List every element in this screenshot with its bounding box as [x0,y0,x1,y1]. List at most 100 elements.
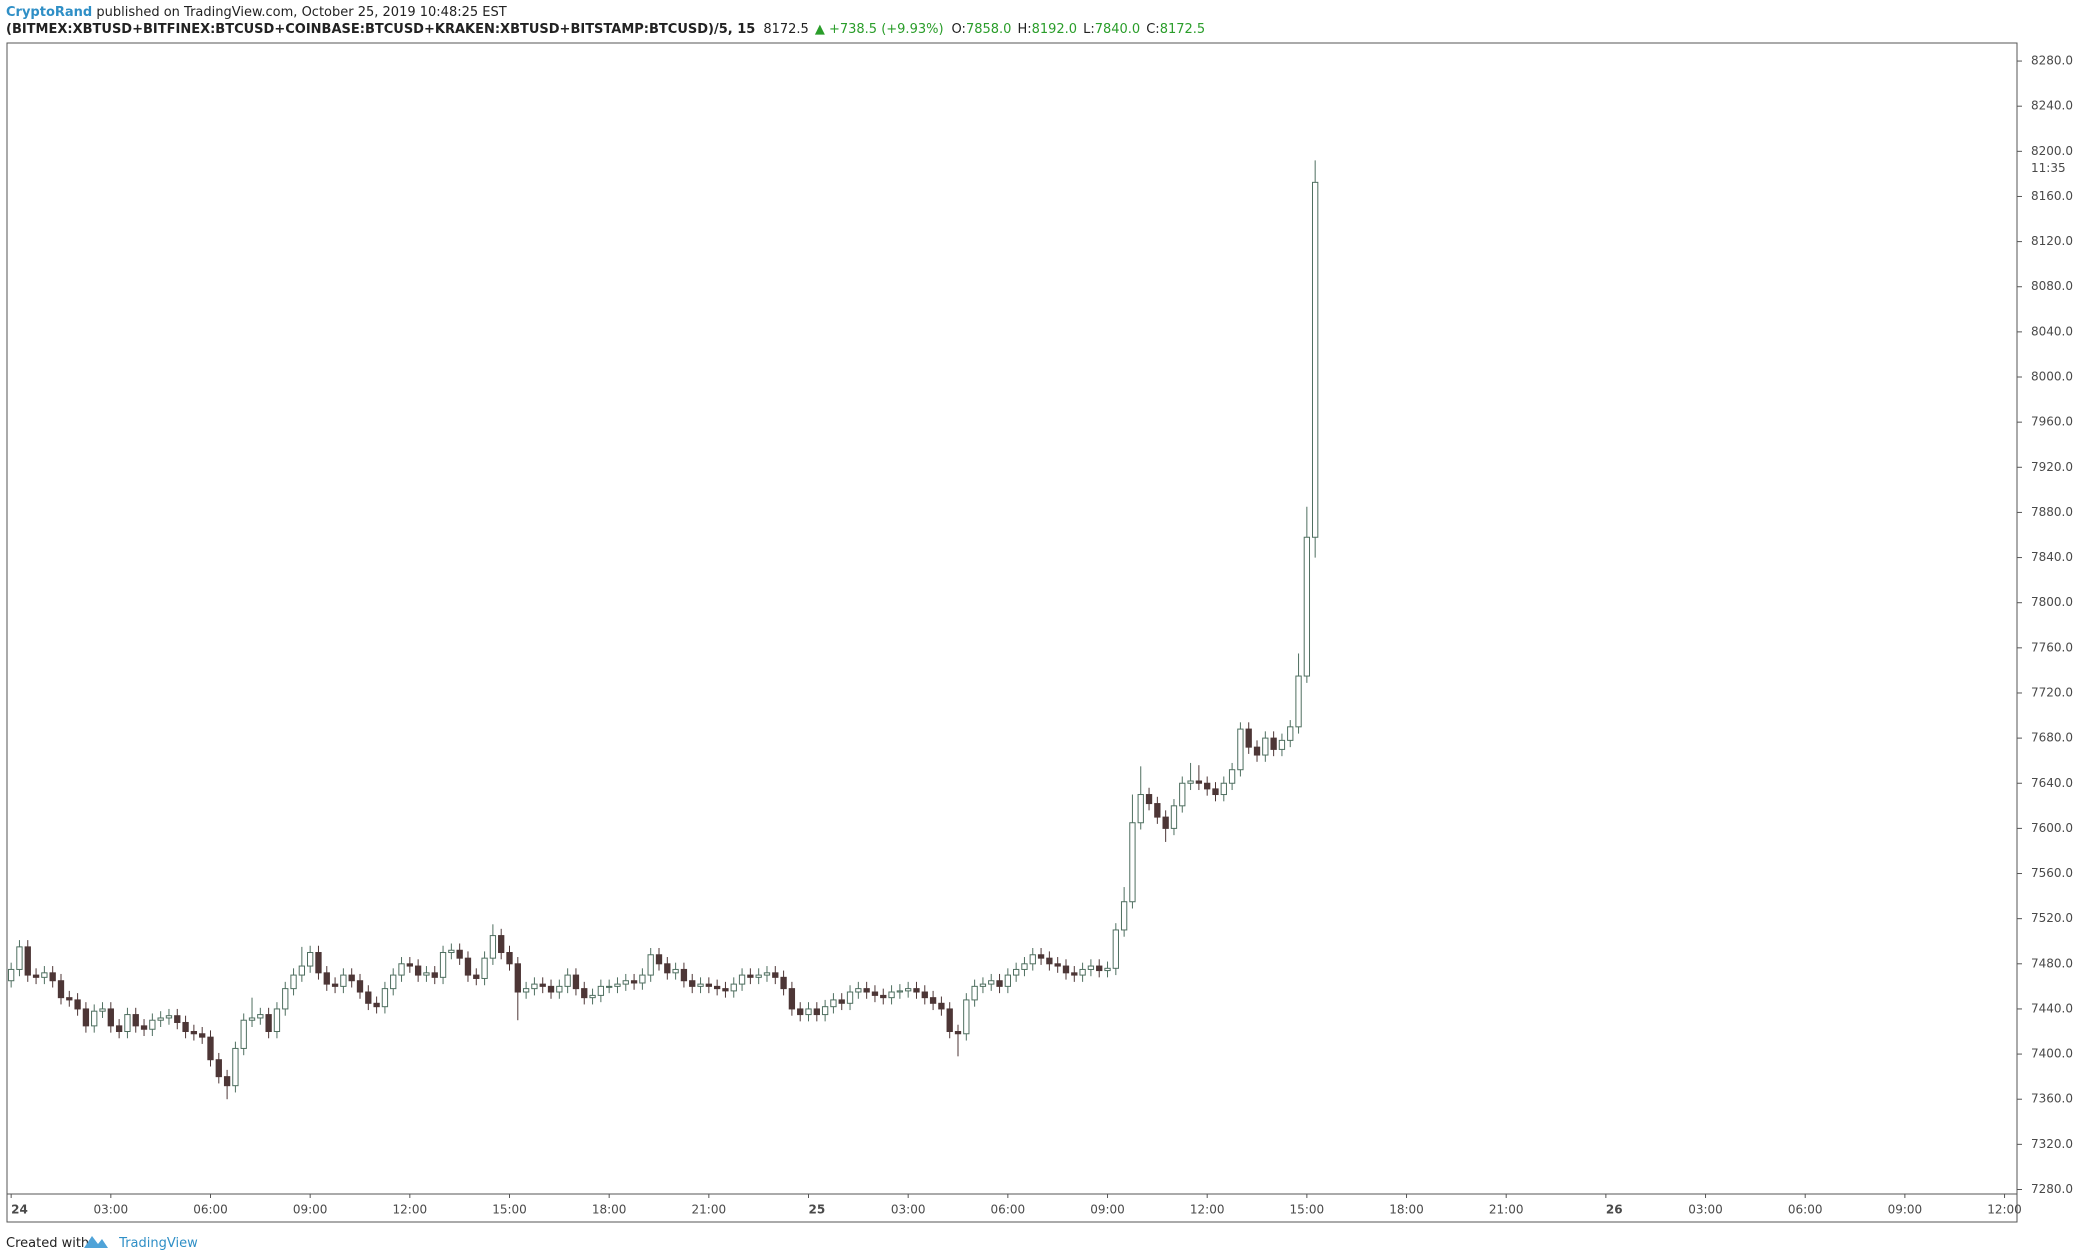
symbol-line: (BITMEX:XBTUSD+BITFINEX:BTCUSD+COINBASE:… [6,22,1205,37]
y-tick-label: 7640.0 [2031,776,2073,790]
candle-body [1303,536,1311,677]
candle-body [522,988,530,993]
candle-body [830,999,837,1008]
candle-body [971,985,978,1001]
candle-body [846,991,854,1004]
candle-body [1104,967,1111,972]
candle-body [913,988,920,993]
candle-body [1170,805,1178,829]
candle-body [390,974,397,990]
candle-body [680,968,688,982]
x-tick-label: 21:00 [692,1203,727,1217]
candle-body [290,974,297,990]
y-tick-label: 8280.0 [2031,54,2073,68]
candle-body [115,1025,123,1033]
candle-body [772,972,779,978]
x-tick-label: 06:00 [193,1203,228,1217]
y-tick-label: 7760.0 [2031,640,2073,654]
ohlc-label: L: [1083,22,1095,37]
ohlc-label: H: [1017,22,1031,37]
candle-body [863,988,870,993]
x-tick-label: 03:00 [891,1203,926,1217]
author[interactable]: CryptoRand [6,5,92,20]
candle-body [1120,901,1128,931]
candle-body [140,1025,148,1030]
x-tick-label: 15:00 [492,1203,527,1217]
candle-body [1195,780,1203,784]
candle-body [91,1010,98,1027]
y-tick-label: 7480.0 [2031,956,2073,970]
candle-body [606,985,613,988]
y-tick-label: 8040.0 [2031,324,2073,338]
candle-body [498,935,505,954]
candle-body [66,997,73,1001]
candle-body [506,952,513,965]
x-tick-label: 18:00 [1389,1203,1424,1217]
x-tick-label: 06:00 [991,1203,1026,1217]
candle-body [1295,675,1302,728]
change: ▲ +738.5 (+9.93%) [815,22,944,37]
candle-body [514,963,521,993]
candle-body [448,949,455,954]
candle-body [1237,728,1244,771]
candle-body [672,968,679,974]
plot-frame [6,42,2018,1195]
y-tick-label: 7800.0 [2031,595,2073,609]
candle-body [805,1008,812,1016]
candle-body [298,965,306,976]
candle-body [697,983,704,987]
candle-body [7,968,15,982]
candle-body [232,1047,239,1087]
candle-body [340,974,347,987]
candle-body [1204,782,1211,790]
y-tick-label: 8120.0 [2031,234,2073,248]
candle-body [107,1008,114,1027]
candle-body [273,1008,281,1033]
candle-body [190,1031,198,1035]
candle-body [705,983,712,987]
candle-body [1312,181,1319,538]
candle-body [713,985,721,990]
candle-body [755,974,762,978]
candle-body [1071,972,1078,976]
x-tick-label: 09:00 [1090,1203,1125,1217]
candle-body [1245,728,1252,748]
candle-body [896,990,904,993]
y-tick-label: 7840.0 [2031,550,2073,564]
candle-body [797,1008,804,1016]
candle-body [1154,803,1161,818]
y-tick-label: 7520.0 [2031,911,2073,925]
candle-body [581,988,588,999]
brand[interactable]: TradingView [118,1236,198,1251]
candle-body [41,972,48,978]
candle-body [1062,965,1070,974]
candle-body [747,974,754,978]
y-tick-label: 7440.0 [2031,1001,2073,1015]
candle-body [473,974,480,979]
time-axis-frame [6,1193,2018,1223]
y-tick-label: 8160.0 [2031,189,2073,203]
candle-body [481,957,488,979]
candle-body [157,1017,164,1021]
last-price: 8172.5 [763,22,809,37]
candle-body [556,985,563,993]
ohlc-value: 8192.0 [1032,22,1078,37]
candle-body [464,957,472,976]
ohlc-value: 8172.5 [1160,22,1206,37]
candle-body [74,999,81,1010]
candle-body [1212,788,1219,796]
candle-body [356,980,364,993]
candle-body [539,983,546,987]
candle-body [821,1006,829,1016]
candle-body [1228,769,1236,784]
candle-body [248,1017,256,1021]
candle-body [165,1015,173,1019]
candle-body [888,991,895,999]
candle-body [946,1008,953,1033]
y-tick-label: 7400.0 [2031,1047,2073,1061]
candle-body [1054,963,1061,967]
y-tick-label: 7960.0 [2031,415,2073,429]
candle-body [1287,726,1294,741]
candle-body [257,1014,264,1019]
